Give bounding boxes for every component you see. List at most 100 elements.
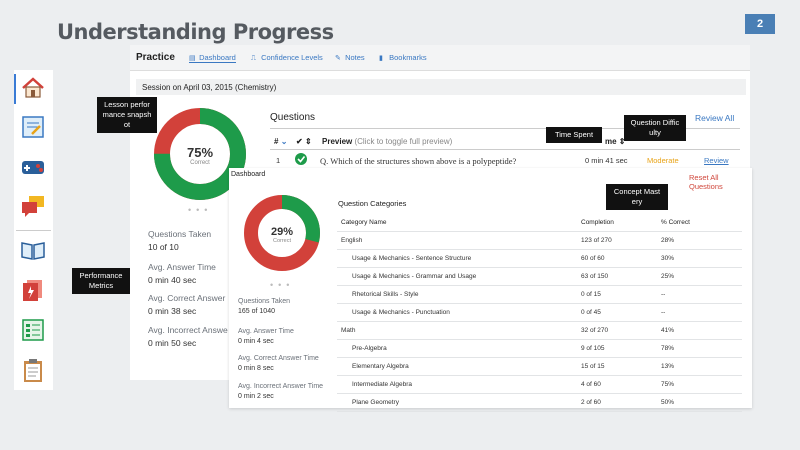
percent-correct-cell: 75% xyxy=(661,381,675,388)
tab-confidence-levels[interactable]: ⎍ Confidence Levels xyxy=(251,53,323,62)
completion-cell: 123 of 270 xyxy=(581,237,612,244)
questions-title: Questions xyxy=(270,112,316,123)
pencil-icon: ✎ xyxy=(335,55,341,62)
question-time: 0 min 41 sec xyxy=(585,156,628,165)
practice-donut-label: 75% Correct xyxy=(178,145,222,166)
percent-correct-cell: 41% xyxy=(661,327,675,334)
col-percent-correct[interactable]: % Correct xyxy=(661,219,690,226)
completion-cell: 0 of 45 xyxy=(581,309,601,316)
icon-rail xyxy=(14,70,53,390)
completion-cell: 63 of 150 xyxy=(581,273,609,280)
percent-correct-cell: 78% xyxy=(661,345,675,352)
carousel-dots: ••• xyxy=(270,280,295,290)
questions-divider xyxy=(270,128,740,129)
table-row[interactable]: Pre-Algebra 9 of 105 78% xyxy=(337,340,742,358)
completion-cell: 32 of 270 xyxy=(581,327,609,334)
percent-correct-cell: 28% xyxy=(661,237,675,244)
dash-stat-questions-taken: Questions Taken 165 of 1040 xyxy=(238,298,291,315)
table-row[interactable]: Rhetorical Skills - Style 0 of 15 -- xyxy=(337,286,742,304)
completion-cell: 9 of 105 xyxy=(581,345,605,352)
practice-percent-sublabel: Correct xyxy=(190,160,210,166)
home-icon[interactable] xyxy=(20,75,46,101)
review-all-link[interactable]: Review All xyxy=(695,113,735,123)
bookmark-icon: ▮ xyxy=(379,55,383,62)
clipboard-icon[interactable] xyxy=(20,357,46,383)
percent-correct-cell: 25% xyxy=(661,273,675,280)
callout-performance-metrics: Performance Metrics xyxy=(72,268,130,294)
chat-bubbles-icon[interactable] xyxy=(20,193,46,219)
question-preview-text[interactable]: Q. Which of the structures shown above i… xyxy=(320,156,517,166)
practice-percent: 75% xyxy=(186,145,214,160)
percent-correct-cell: -- xyxy=(661,291,666,298)
col-time[interactable]: me ⇕ xyxy=(605,137,626,146)
category-name-cell: Usage & Mechanics - Grammar and Usage xyxy=(352,273,477,280)
slide-title: Understanding Progress xyxy=(57,20,334,44)
stat-avg-answer-time: Avg. Answer Time 0 min 40 sec xyxy=(148,262,216,285)
dashboard-percent-sublabel: Correct xyxy=(272,238,292,244)
dashboard-panel: Dashboard Reset All Questions 29% Correc… xyxy=(229,168,752,412)
rail-divider xyxy=(16,230,51,231)
question-number: 1 xyxy=(276,156,281,165)
completion-cell: 15 of 15 xyxy=(581,363,605,370)
notepad-icon[interactable] xyxy=(20,114,46,140)
dash-stat-avg-correct: Avg. Correct Answer Time 0 min 8 sec xyxy=(238,355,319,372)
donut-correct-arc xyxy=(244,195,320,271)
donut-correct-arc xyxy=(154,108,246,200)
table-row[interactable]: Intermediate Algebra 4 of 60 75% xyxy=(337,376,742,394)
tab-notes[interactable]: ✎ Notes xyxy=(335,53,365,62)
col-checkmark[interactable]: ✔ ⇕ xyxy=(296,137,312,146)
table-row[interactable]: Elementary Algebra 15 of 15 13% xyxy=(337,358,742,376)
question-categories-title: Question Categories xyxy=(338,199,407,208)
correct-check-icon xyxy=(295,153,307,165)
dashboard-icon: ▤ xyxy=(189,55,196,62)
active-indicator xyxy=(14,74,16,104)
completion-cell: 0 of 15 xyxy=(581,291,601,298)
reset-all-questions-link[interactable]: Reset All Questions xyxy=(689,173,723,191)
table-row[interactable]: Plane Geometry 2 of 60 50% xyxy=(337,394,742,412)
dash-stat-avg-answer-time: Avg. Answer Time 0 min 4 sec xyxy=(238,328,294,345)
category-name-cell: Elementary Algebra xyxy=(352,363,409,370)
confidence-icon: ⎍ xyxy=(251,55,256,62)
dash-stat-avg-incorrect: Avg. Incorrect Answer Time 0 min 2 sec xyxy=(238,383,324,400)
callout-time-spent: Time Spent xyxy=(546,127,602,143)
checklist-icon[interactable] xyxy=(20,317,46,343)
flashcard-icon[interactable] xyxy=(20,277,46,303)
dashboard-score-donut xyxy=(244,195,320,271)
tab-dashboard[interactable]: ▤ Dashboard xyxy=(189,53,236,63)
callout-question-difficulty: Question Diffic ulty xyxy=(624,115,686,141)
col-completion[interactable]: Completion xyxy=(581,219,614,226)
dashboard-donut-label: 29% Correct xyxy=(262,226,302,244)
percent-correct-cell: 30% xyxy=(661,255,675,262)
callout-concept-mastery: Concept Mast ery xyxy=(606,184,668,210)
completion-cell: 60 of 60 xyxy=(581,255,605,262)
percent-correct-cell: 13% xyxy=(661,363,675,370)
col-number[interactable]: # ⌄ xyxy=(274,137,288,146)
category-name-cell: Rhetorical Skills - Style xyxy=(352,291,419,298)
col-preview[interactable]: Preview (Click to toggle full preview) xyxy=(322,137,453,146)
tab-bookmarks[interactable]: ▮ Bookmarks xyxy=(379,53,427,62)
sort-icon: ⇕ xyxy=(618,137,626,146)
category-name-cell: Usage & Mechanics - Punctuation xyxy=(352,309,450,316)
page-number-badge: 2 xyxy=(745,14,775,34)
session-header: Session on April 03, 2015 (Chemistry) xyxy=(136,79,746,95)
category-name-cell: Usage & Mechanics - Sentence Structure xyxy=(352,255,472,262)
tab-bar: Practice ▤ Dashboard ⎍ Confidence Levels… xyxy=(130,45,750,71)
table-row[interactable]: Usage & Mechanics - Punctuation 0 of 45 -- xyxy=(337,304,742,322)
stat-questions-taken: Questions Taken 10 of 10 xyxy=(148,229,212,252)
table-row[interactable]: Usage & Mechanics - Grammar and Usage 63 … xyxy=(337,268,742,286)
header-divider xyxy=(270,149,740,150)
col-category-name[interactable]: Category Name xyxy=(341,219,387,226)
review-link[interactable]: Review xyxy=(704,156,729,165)
sort-icon: ⇕ xyxy=(304,137,312,146)
open-book-icon[interactable] xyxy=(20,237,46,263)
category-name-cell: English xyxy=(341,237,363,244)
category-name-cell: Math xyxy=(341,327,356,334)
sort-down-icon: ⌄ xyxy=(280,137,288,146)
category-name-cell: Plane Geometry xyxy=(352,399,399,406)
practice-score-donut xyxy=(154,108,246,200)
table-row[interactable]: English 123 of 270 28% xyxy=(337,232,742,250)
game-controller-icon[interactable] xyxy=(20,154,46,180)
completion-cell: 4 of 60 xyxy=(581,381,601,388)
table-row[interactable]: Math 32 of 270 41% xyxy=(337,322,742,340)
table-row[interactable]: Usage & Mechanics - Sentence Structure 60… xyxy=(337,250,742,268)
